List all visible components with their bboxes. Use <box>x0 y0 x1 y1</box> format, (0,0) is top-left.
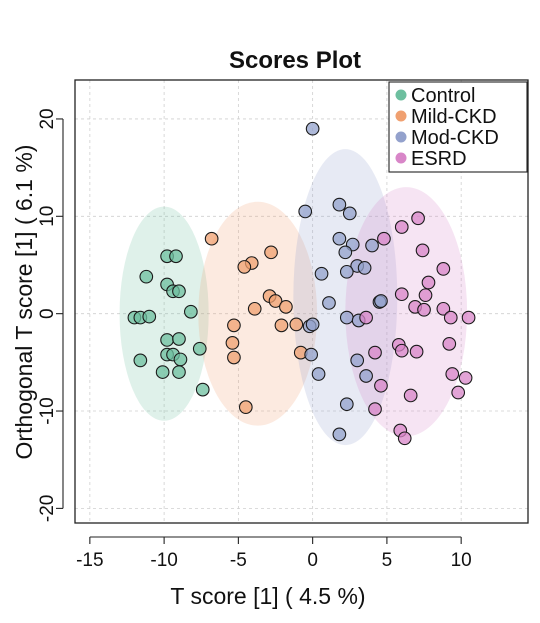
point-mild-ckd <box>289 317 304 332</box>
point-esrd <box>442 337 457 351</box>
point-control <box>155 365 170 379</box>
point-mod-ckd <box>332 231 347 246</box>
point-control <box>183 304 198 319</box>
point-control <box>173 352 188 367</box>
legend-swatch-esrd <box>395 152 407 164</box>
legend-label-mod-ckd: Mod-CKD <box>411 127 499 149</box>
point-control <box>192 341 207 356</box>
y-tick-label: 20 <box>37 108 58 129</box>
point-esrd <box>403 388 418 403</box>
x-tick-label: 0 <box>307 550 318 571</box>
x-axis-label: T score [1] ( 4.5 %) <box>170 583 365 609</box>
point-control <box>133 353 148 368</box>
point-esrd <box>436 262 451 276</box>
point-mod-ckd <box>305 317 320 332</box>
point-mild-ckd <box>268 294 283 308</box>
point-esrd <box>421 275 436 290</box>
point-mod-ckd <box>311 367 326 381</box>
point-esrd <box>461 310 476 325</box>
x-tick-label: -5 <box>230 550 247 571</box>
point-mod-ckd <box>359 369 373 383</box>
point-control <box>172 365 186 379</box>
point-mild-ckd <box>227 350 241 365</box>
x-tick-label: -15 <box>76 550 103 571</box>
point-mod-ckd <box>339 397 354 412</box>
point-mild-ckd <box>274 318 289 333</box>
point-control <box>139 269 154 284</box>
legend-box <box>388 81 528 173</box>
point-mild-ckd <box>247 301 262 316</box>
point-control <box>172 284 186 299</box>
point-mod-ckd <box>374 294 388 308</box>
point-mod-ckd <box>314 266 329 281</box>
x-tick-label: -10 <box>150 550 177 571</box>
point-mod-ckd <box>305 121 320 136</box>
x-tick-label: 10 <box>451 550 472 571</box>
y-axis-ticks: -20 -10 0 10 20 <box>37 108 64 522</box>
point-mild-ckd <box>238 400 253 414</box>
x-axis-ticks: -15 -10 -5 0 5 10 <box>76 536 472 571</box>
point-esrd <box>415 243 430 258</box>
point-mod-ckd <box>304 347 319 362</box>
point-esrd <box>417 302 431 317</box>
x-tick-label: 5 <box>382 550 393 571</box>
point-mod-ckd <box>338 245 353 260</box>
legend-swatch-control <box>395 89 407 101</box>
point-esrd <box>443 310 458 325</box>
point-esrd <box>411 211 425 226</box>
point-esrd <box>409 344 424 359</box>
point-mod-ckd <box>350 353 365 368</box>
y-tick-label: -10 <box>37 397 58 424</box>
point-esrd <box>451 385 466 400</box>
point-esrd <box>374 378 388 393</box>
plot-frame <box>74 79 529 524</box>
point-mild-ckd <box>227 318 241 333</box>
y-tick-label: 0 <box>37 308 58 319</box>
chart-title: Scores Plot <box>229 47 361 74</box>
point-mod-ckd <box>342 206 357 221</box>
y-tick-label: 10 <box>37 206 58 227</box>
point-mod-ckd <box>365 238 379 253</box>
y-tick-label: -20 <box>37 495 58 522</box>
ellipse-control <box>119 206 209 421</box>
point-esrd <box>394 287 409 302</box>
point-esrd <box>394 220 409 234</box>
point-control <box>195 382 210 397</box>
point-mod-ckd <box>322 296 336 310</box>
point-esrd <box>418 288 433 303</box>
point-mod-ckd <box>339 310 354 325</box>
legend-swatch-mod-ckd <box>395 131 407 143</box>
point-mild-ckd <box>237 260 252 274</box>
data-points <box>127 121 476 446</box>
point-mod-ckd <box>357 261 372 275</box>
point-esrd <box>359 310 373 325</box>
point-esrd <box>397 431 412 446</box>
point-control <box>142 309 157 324</box>
legend-swatch-mild-ckd <box>395 110 407 122</box>
point-esrd <box>436 301 451 316</box>
point-mod-ckd <box>298 204 313 219</box>
point-esrd <box>458 371 473 385</box>
point-mild-ckd <box>225 336 240 350</box>
y-axis-label: Orthogonal T score [1] ( 6.1 %) <box>11 145 37 460</box>
point-control <box>172 332 186 346</box>
point-mod-ckd <box>332 197 347 212</box>
point-esrd <box>368 402 382 416</box>
point-esrd <box>394 343 409 358</box>
point-control <box>160 333 174 347</box>
point-mod-ckd <box>332 427 347 442</box>
point-control <box>169 249 183 264</box>
legend-label-mild-ckd: Mild-CKD <box>411 106 497 128</box>
point-mild-ckd <box>204 231 219 246</box>
point-mild-ckd <box>264 245 278 260</box>
point-esrd <box>377 231 391 246</box>
point-mild-ckd <box>279 300 293 314</box>
legend-label-control: Control <box>411 85 475 107</box>
point-mod-ckd <box>339 264 354 279</box>
point-esrd <box>368 345 382 360</box>
legend-label-esrd: ESRD <box>411 148 467 170</box>
point-esrd <box>445 367 460 381</box>
